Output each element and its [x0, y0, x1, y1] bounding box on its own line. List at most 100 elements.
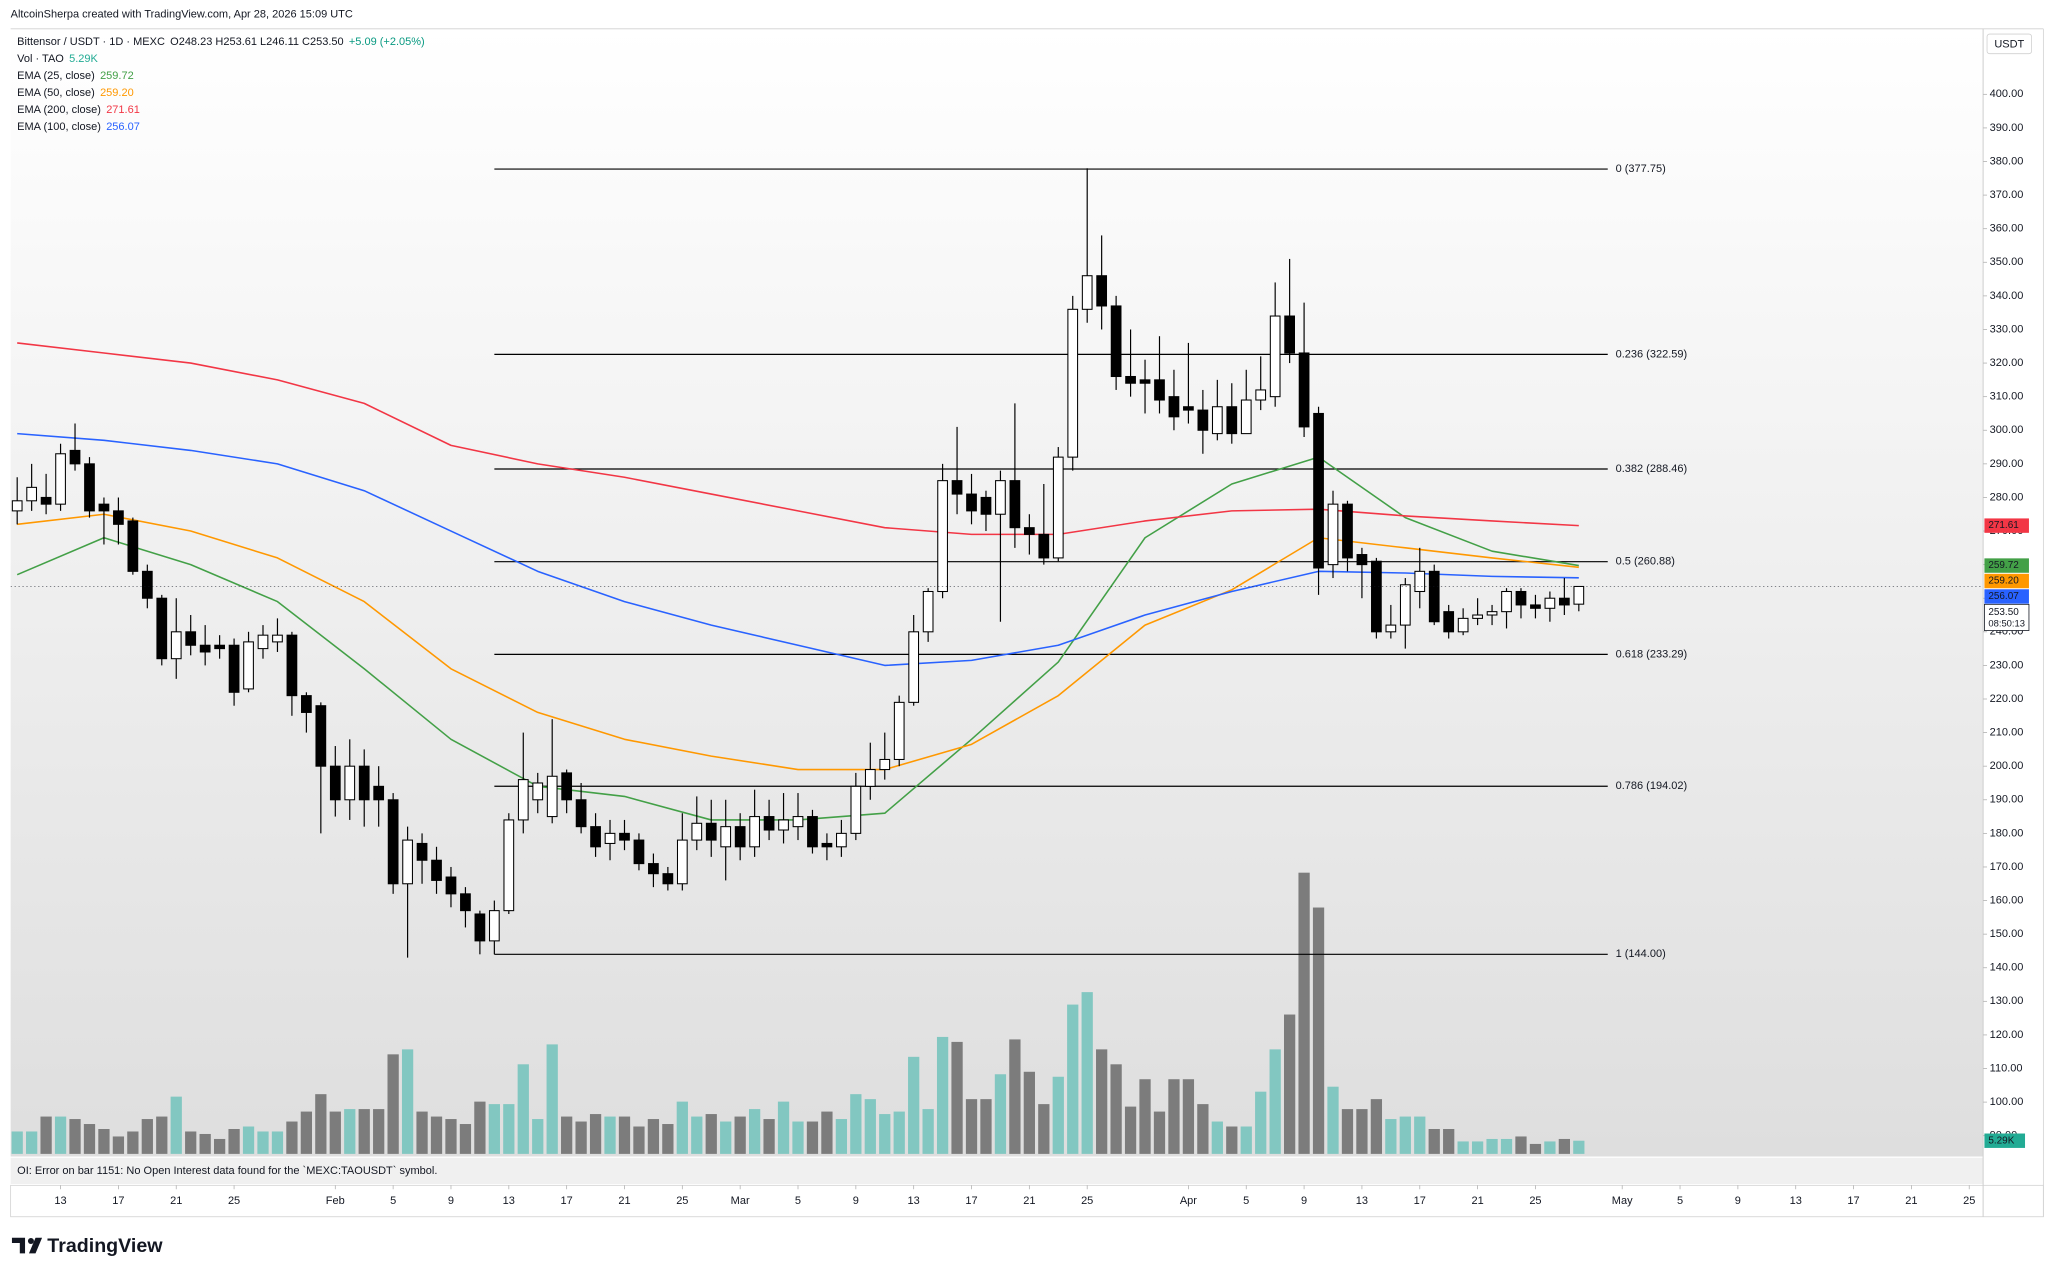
fib-label: 0.236 (322.59): [1616, 348, 1688, 360]
volume-bar: [517, 1064, 529, 1154]
candle-body: [286, 634, 298, 697]
volume-bar: [257, 1131, 269, 1154]
candle-body: [1356, 554, 1368, 566]
price-badge-label: 259.20: [1988, 576, 2019, 587]
volume-bar: [1153, 1111, 1166, 1154]
volume-bar: [1544, 1141, 1556, 1154]
volume-bar: [994, 1074, 1007, 1154]
legend-change: +5.09 (+2.05%): [349, 36, 425, 48]
candle-body: [1096, 275, 1108, 307]
candle-body: [1211, 406, 1223, 435]
legend-ema-value: 256.07: [106, 121, 140, 133]
volume-bar: [242, 1126, 255, 1154]
candle-body: [908, 631, 920, 703]
candle-body: [821, 842, 833, 848]
volume-bar: [373, 1109, 385, 1154]
legend-symbol: Bittensor / USDT · 1D · MEXC O248.23 H253…: [17, 36, 425, 48]
volume-bar: [127, 1131, 139, 1154]
candle-body: [1197, 409, 1209, 431]
fib-label: 0.618 (233.29): [1616, 648, 1688, 660]
candle-body: [1313, 412, 1324, 569]
x-tick-label: 21: [1023, 1195, 1035, 1207]
legend-volume: Vol · TAO 5.29K: [17, 53, 98, 65]
candle-body: [1023, 527, 1035, 535]
x-tick-label: Apr: [1180, 1195, 1197, 1207]
volume-bar: [1414, 1116, 1426, 1154]
x-tick-label: 21: [618, 1195, 630, 1207]
volume-bar: [893, 1111, 905, 1154]
candle-body: [648, 863, 659, 875]
volume-bar: [286, 1121, 298, 1154]
volume-bar: [821, 1111, 833, 1154]
candle-body: [763, 816, 775, 831]
volume-bar: [604, 1116, 616, 1154]
candle-body: [1342, 503, 1353, 559]
candle-body: [1110, 305, 1122, 378]
candle-body: [445, 876, 457, 895]
volume-bar: [156, 1116, 168, 1154]
candle-body: [749, 816, 760, 848]
volume-bar: [546, 1044, 558, 1154]
x-tick-label: 17: [965, 1195, 977, 1207]
y-tick-label: 360.00: [1990, 223, 2024, 235]
price-badge: [1984, 518, 2029, 533]
candle-body: [995, 480, 1006, 515]
volume-bar: [908, 1056, 920, 1154]
volume-bar: [1067, 1004, 1079, 1154]
y-tick-label: 220.00: [1990, 693, 2024, 705]
candle-body: [1558, 597, 1570, 606]
y-tick-label: 120.00: [1990, 1029, 2024, 1041]
volume-bar: [1312, 907, 1325, 1154]
candle-body: [1515, 590, 1527, 606]
candle-body: [619, 832, 630, 841]
x-tick-label: 17: [561, 1195, 573, 1207]
candle-body: [141, 570, 153, 599]
volume-bar: [1240, 1126, 1252, 1154]
pane: [10, 28, 1984, 1157]
unit-box: [1986, 33, 2032, 55]
y-tick-label: 170.00: [1990, 861, 2024, 873]
volume-bar: [691, 1116, 703, 1154]
x-tick-label: May: [1612, 1195, 1633, 1207]
candle-body: [1399, 584, 1411, 626]
legend-ema-name: EMA (200, close): [17, 104, 101, 116]
y-tick-label: 210.00: [1990, 726, 2024, 738]
volume-bar: [1385, 1119, 1397, 1154]
brand-logo: [11, 1237, 43, 1254]
volume-bar: [705, 1114, 717, 1154]
candle-body: [1457, 617, 1469, 633]
candle-body: [69, 449, 81, 465]
volume-bar: [98, 1128, 110, 1154]
legend-ema-name: EMA (100, close): [17, 121, 101, 133]
volume-bar: [1009, 1039, 1021, 1154]
candle-body: [676, 839, 688, 885]
y-tick-label: 160.00: [1990, 894, 2024, 906]
volume-bar: [488, 1104, 500, 1154]
countdown-label: 08:50:13: [1988, 617, 2025, 628]
volume-bar: [213, 1138, 226, 1154]
oi-bar: [10, 1157, 1984, 1185]
y-tick-label: 130.00: [1990, 995, 2024, 1007]
y-tick-label: 380.00: [1990, 155, 2024, 167]
x-axis-pane: [10, 1184, 2044, 1218]
candle-body: [416, 842, 428, 861]
volume-bar: [401, 1049, 414, 1154]
x-tick-label: 25: [1081, 1195, 1093, 1207]
volume-bar: [1038, 1104, 1050, 1154]
volume-bar: [879, 1114, 891, 1154]
y-tick-label: 180.00: [1990, 827, 2024, 839]
volume-bar: [850, 1094, 862, 1154]
volume-bar: [1370, 1099, 1383, 1154]
volume-bar: [748, 1109, 761, 1154]
candle-body: [199, 644, 211, 653]
x-tick-label: 25: [676, 1195, 688, 1207]
y-tick-label: 110.00: [1990, 1062, 2023, 1074]
y-tick-label: 100.00: [1990, 1096, 2024, 1108]
candle-body: [1385, 624, 1397, 633]
volume-bar: [1226, 1126, 1238, 1154]
candle-body: [156, 597, 168, 660]
volume-bar: [1269, 1049, 1281, 1154]
volume-bar: [1428, 1128, 1440, 1154]
axes: 90.00100.00110.00120.00130.00140.00150.0…: [54, 88, 2030, 1207]
